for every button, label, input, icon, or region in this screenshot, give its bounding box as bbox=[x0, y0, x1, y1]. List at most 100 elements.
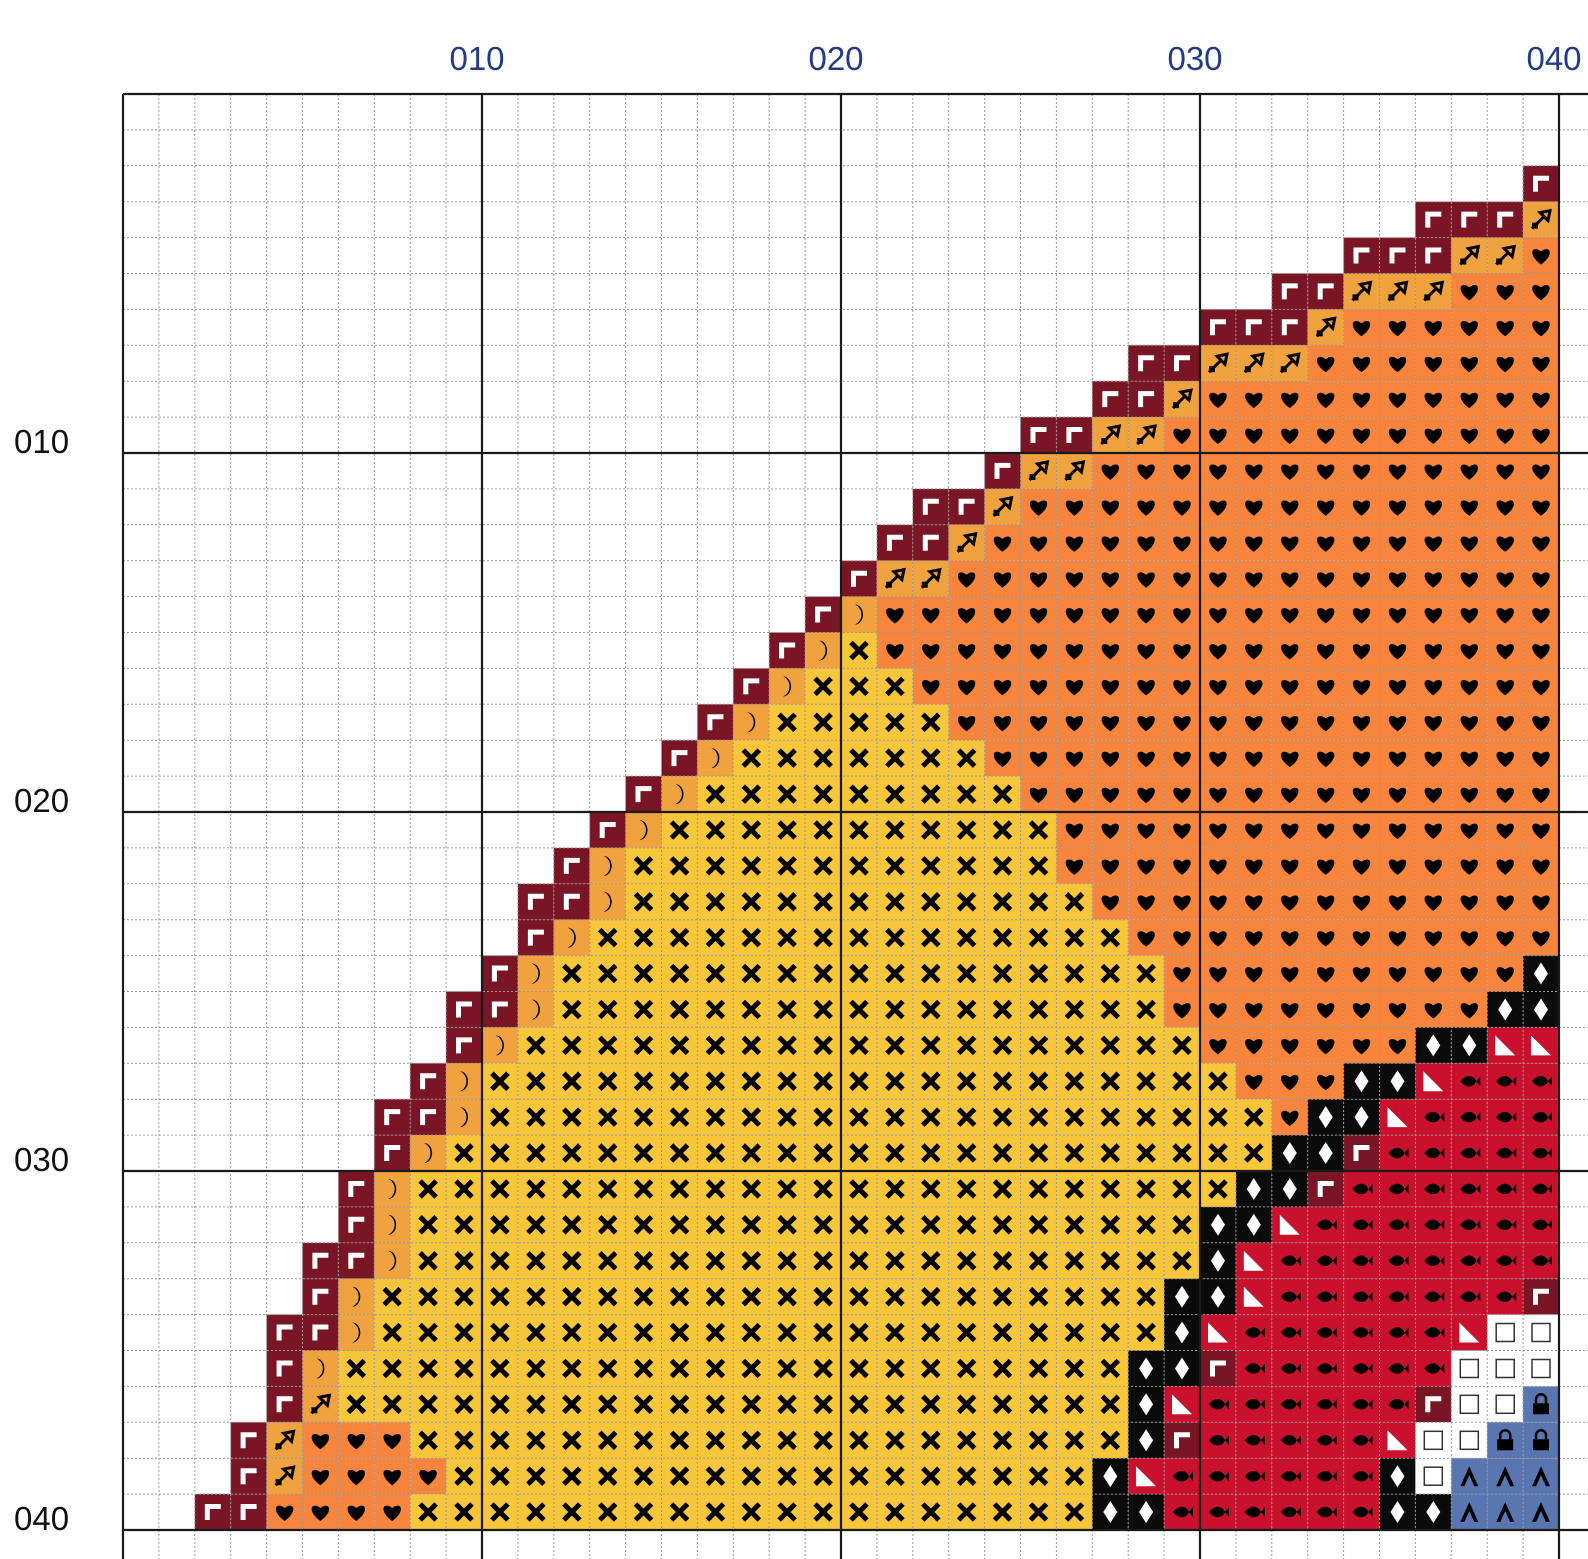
cross-symbol bbox=[633, 1322, 654, 1343]
heart-symbol bbox=[1352, 931, 1371, 947]
cross-symbol bbox=[885, 1071, 905, 1092]
fish-symbol bbox=[1424, 1111, 1445, 1123]
cross-symbol bbox=[1064, 1322, 1085, 1343]
cross-symbol bbox=[490, 1179, 510, 1199]
heart-symbol bbox=[1424, 1003, 1443, 1019]
cross-symbol bbox=[885, 1107, 905, 1127]
maroon-symbol bbox=[527, 929, 544, 946]
cross-symbol bbox=[813, 676, 833, 697]
heart-symbol bbox=[1532, 464, 1550, 480]
cross-symbol bbox=[1136, 1179, 1156, 1199]
crescent-symbol bbox=[531, 963, 540, 984]
heart-symbol bbox=[1316, 967, 1335, 983]
cross-symbol bbox=[705, 999, 726, 1020]
cross-symbol bbox=[1136, 1251, 1156, 1271]
cross-symbol bbox=[956, 1466, 977, 1486]
cross-symbol bbox=[741, 999, 762, 1020]
cross-symbol bbox=[597, 1430, 618, 1451]
stitch-cell-crescent bbox=[410, 1135, 447, 1171]
heart-symbol bbox=[1352, 536, 1371, 552]
cross-symbol bbox=[562, 1286, 582, 1307]
heart-symbol bbox=[1496, 823, 1514, 839]
cross-symbol bbox=[992, 1107, 1013, 1127]
heart-symbol bbox=[1065, 572, 1084, 588]
cross-symbol bbox=[633, 1251, 654, 1271]
cross-symbol bbox=[992, 1502, 1013, 1522]
stitch-cell-maroon bbox=[733, 668, 770, 705]
heart-symbol bbox=[1460, 715, 1479, 732]
cross-symbol bbox=[813, 892, 833, 912]
cross-symbol bbox=[633, 1466, 654, 1486]
cross-symbol bbox=[1064, 892, 1085, 912]
diagonal-arrow-symbol bbox=[274, 1429, 296, 1451]
cross-symbol bbox=[1136, 1035, 1156, 1056]
cross-symbol bbox=[562, 1394, 582, 1415]
stitch-cell-maroon bbox=[1523, 165, 1559, 202]
heart-symbol bbox=[957, 680, 976, 696]
heart-symbol bbox=[1245, 823, 1263, 839]
cross-symbol bbox=[1100, 1322, 1121, 1343]
heart-symbol bbox=[1316, 464, 1335, 480]
cross-symbol bbox=[956, 1107, 977, 1127]
maroon-symbol bbox=[599, 822, 616, 838]
heart-symbol bbox=[1388, 356, 1407, 373]
cross-symbol bbox=[1028, 1107, 1049, 1127]
heart-symbol bbox=[1065, 644, 1084, 660]
heart-symbol bbox=[1352, 644, 1371, 660]
heart-symbol bbox=[1065, 823, 1084, 839]
fish-symbol bbox=[1352, 1399, 1373, 1410]
heart-symbol bbox=[922, 608, 940, 624]
cross-symbol bbox=[526, 1251, 546, 1271]
cross-symbol bbox=[1028, 820, 1049, 840]
heart-symbol bbox=[1281, 500, 1299, 516]
fish-symbol bbox=[1280, 1327, 1301, 1338]
fish-symbol bbox=[1280, 1399, 1301, 1410]
heart-symbol bbox=[1101, 644, 1120, 660]
fish-symbol bbox=[1496, 1076, 1517, 1087]
cross-symbol bbox=[813, 1035, 833, 1056]
triangle-symbol bbox=[1136, 1466, 1157, 1487]
cross-symbol bbox=[741, 1251, 762, 1271]
triangle-symbol bbox=[1387, 1107, 1408, 1128]
fish-symbol bbox=[1496, 1147, 1517, 1159]
lock-symbol bbox=[1533, 1393, 1549, 1415]
cross-symbol bbox=[562, 999, 582, 1020]
cross-symbol bbox=[741, 748, 762, 768]
heart-symbol bbox=[1388, 428, 1407, 444]
crescent-symbol bbox=[855, 604, 863, 625]
maroon-symbol bbox=[563, 857, 580, 874]
stitch-cell-maroon bbox=[625, 776, 662, 812]
cross-symbol bbox=[849, 820, 869, 840]
cross-symbol bbox=[885, 748, 905, 768]
stitch-cell-crescent bbox=[769, 668, 806, 705]
cross-symbol bbox=[956, 748, 977, 768]
cross-symbol bbox=[777, 1251, 797, 1271]
heart-symbol bbox=[1424, 644, 1443, 660]
cross-symbol bbox=[705, 1430, 726, 1451]
cross-symbol bbox=[777, 856, 797, 876]
cross-symbol bbox=[1136, 1107, 1156, 1127]
heart-symbol bbox=[1532, 823, 1550, 839]
heart-symbol bbox=[1029, 680, 1048, 696]
heart-symbol bbox=[1245, 1003, 1263, 1019]
crescent-symbol bbox=[388, 1179, 397, 1199]
cross-symbol bbox=[921, 856, 941, 876]
stitch-cell-maroon bbox=[876, 524, 913, 561]
fish-symbol bbox=[1352, 1327, 1373, 1338]
heart-symbol bbox=[1316, 392, 1335, 409]
heart-symbol bbox=[1424, 967, 1443, 983]
cross-symbol bbox=[849, 892, 869, 912]
cross-symbol bbox=[454, 1251, 474, 1271]
cross-symbol bbox=[633, 1502, 654, 1522]
cross-symbol bbox=[633, 1035, 654, 1056]
cross-symbol bbox=[1136, 1215, 1156, 1235]
maroon-symbol bbox=[527, 893, 544, 910]
stitch-cell-maroon bbox=[374, 1099, 411, 1136]
cross-symbol bbox=[885, 676, 905, 697]
cross-symbol bbox=[562, 1215, 582, 1235]
diamond-symbol bbox=[1354, 1070, 1369, 1093]
heart-symbol bbox=[1532, 500, 1550, 516]
cross-symbol bbox=[1064, 963, 1085, 984]
cross-symbol bbox=[777, 712, 797, 733]
maroon-symbol bbox=[1245, 319, 1262, 336]
